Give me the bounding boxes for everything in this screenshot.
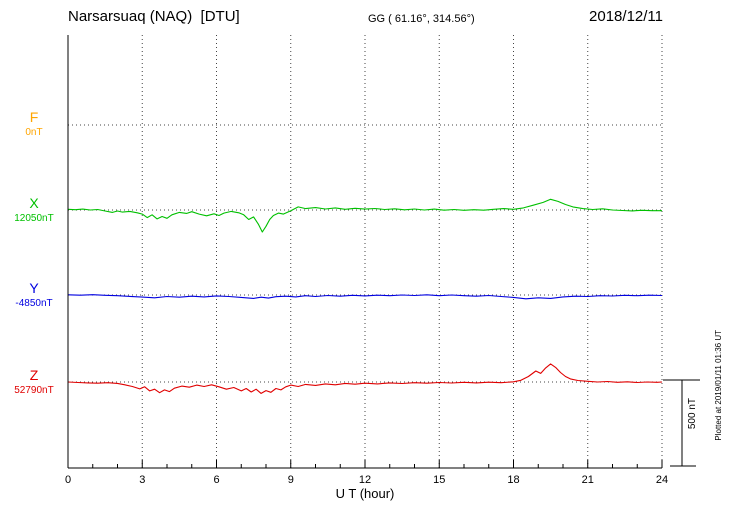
x-tick-label: 3 <box>139 474 145 486</box>
trace-x <box>67 198 662 233</box>
component-label-y: Y -4850nT <box>10 281 58 309</box>
component-label-x: X 12050nT <box>10 196 58 224</box>
x-tick-label: 15 <box>433 474 445 486</box>
component-baseline-value: 12050nT <box>14 213 54 224</box>
x-tick-label: 6 <box>213 474 219 486</box>
x-tick-label: 21 <box>582 474 594 486</box>
x-tick-label: 12 <box>359 474 371 486</box>
plot-date: 2018/12/11 <box>589 8 663 25</box>
component-letter: Z <box>29 367 39 383</box>
component-baseline-value: -4850nT <box>15 298 53 309</box>
component-letter: F <box>29 109 39 125</box>
component-label-z: Z 52790nT <box>10 368 58 396</box>
component-letter: Y <box>29 280 39 296</box>
station-title: Narsarsuaq (NAQ) [DTU] <box>68 8 240 25</box>
component-baseline-value: 52790nT <box>14 385 54 396</box>
x-tick-label: 24 <box>656 474 668 486</box>
component-letter: X <box>29 195 39 211</box>
component-baseline-value: 0nT <box>25 127 43 138</box>
trace-y <box>67 294 663 300</box>
component-label-f: F 0nT <box>10 110 58 138</box>
x-tick-label: 18 <box>507 474 519 486</box>
x-tick-label: 0 <box>65 474 71 486</box>
trace-z <box>67 363 663 394</box>
x-tick-label: 9 <box>288 474 294 486</box>
scale-bar-label: 500 nT <box>687 398 698 430</box>
plotted-at-note: Plotted at 2019/01/11 01:36 UT <box>714 330 723 441</box>
gg-coordinates: GG ( 61.16°, 314.56°) <box>368 13 475 25</box>
x-axis-label: U T (hour) <box>335 486 395 501</box>
